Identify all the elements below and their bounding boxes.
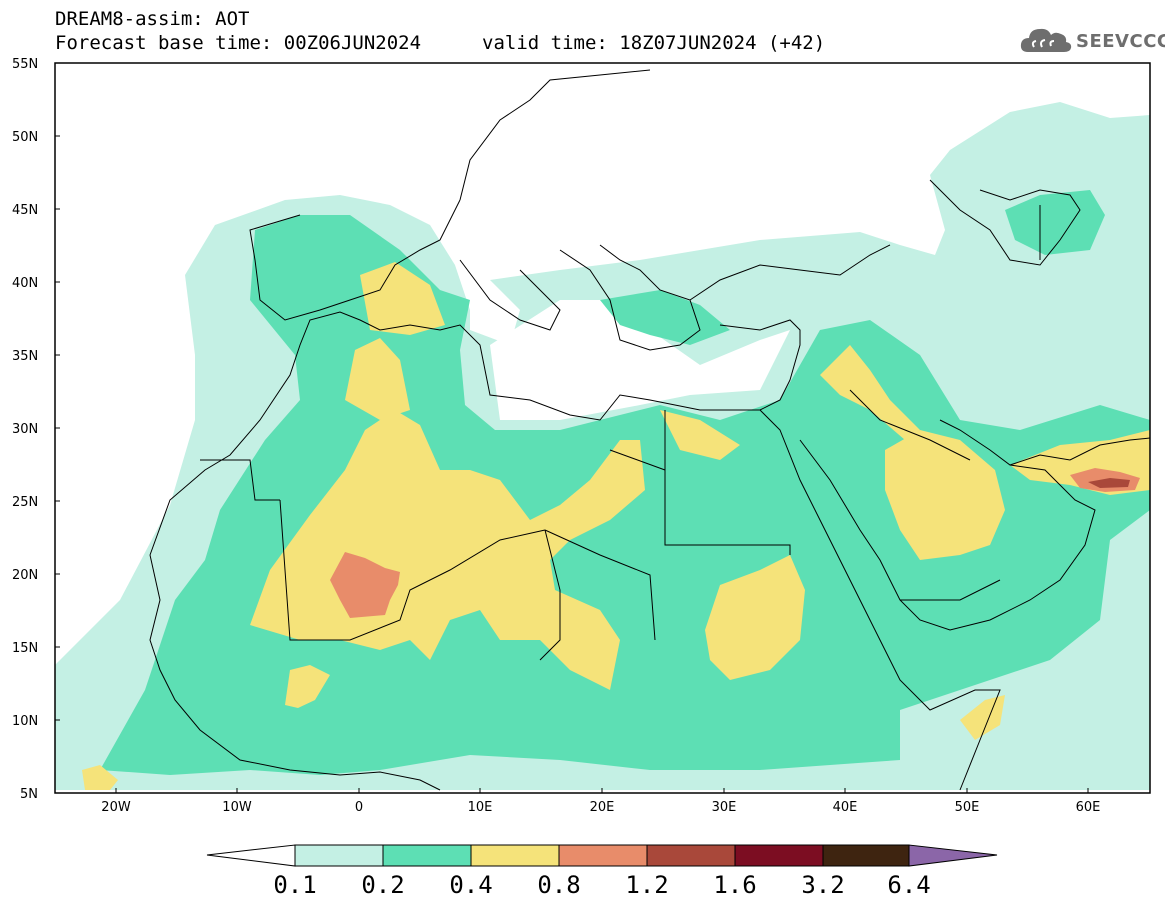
aot-region-high-sudan	[705, 555, 805, 680]
cloud-icon	[1020, 28, 1072, 52]
colorbar-bin	[294, 844, 384, 867]
colorbar: 0.1 0.2 0.4 0.8 1.2 1.6 3.2 6.4	[206, 844, 998, 899]
aot-region-high	[250, 410, 645, 690]
lon-tick-label: 60E	[1076, 800, 1101, 815]
lon-tick-label: 0	[355, 800, 363, 815]
aot-region-high-iberia	[360, 262, 445, 335]
lon-axis: 20W 10W 0 10E 20E 30E 40E 50E 60E	[101, 788, 1100, 815]
lat-tick-label: 30N	[12, 422, 38, 437]
aot-region-clear	[490, 300, 790, 420]
lat-tick-label: 15N	[12, 641, 38, 656]
lon-tick-label: 30E	[712, 800, 737, 815]
lat-tick-label: 40N	[12, 276, 38, 291]
lon-tick-label: 10E	[468, 800, 493, 815]
lat-tick-label: 10N	[12, 714, 38, 729]
aot-region-extreme-iran	[1088, 478, 1130, 488]
lat-tick-label: 25N	[12, 495, 38, 510]
lat-tick-label: 35N	[12, 349, 38, 364]
colorbar-bin	[558, 844, 648, 867]
aot-region-medium-caspian	[1005, 190, 1105, 255]
colorbar-label: 3.2	[801, 871, 844, 899]
colorbar-label: 1.6	[713, 871, 756, 899]
colorbar-arrow-left	[206, 844, 296, 867]
lat-tick-label: 45N	[12, 203, 38, 218]
lon-tick-label: 10W	[222, 800, 252, 815]
lat-tick-label: 5N	[20, 787, 38, 802]
aot-region-medium-greece	[600, 290, 730, 345]
lon-tick-label: 20E	[590, 800, 615, 815]
colorbar-bin	[382, 844, 472, 867]
colorbar-bin	[646, 844, 736, 867]
aot-region-high-gulf	[82, 765, 118, 790]
lon-tick-label: 40E	[833, 800, 858, 815]
colorbar-bin	[734, 844, 824, 867]
aot-region-high-libya	[660, 410, 740, 460]
colorbar-bin	[822, 844, 910, 867]
lat-axis: 55N 50N 45N 40N 35N 30N 25N 20N 15N 10N …	[12, 57, 60, 802]
colorbar-label: 1.2	[625, 871, 668, 899]
colorbar-label: 0.4	[449, 871, 492, 899]
lat-tick-label: 50N	[12, 130, 38, 145]
forecast-base-time: Forecast base time: 00Z06JUN2024	[55, 32, 422, 54]
colorbar-label: 0.1	[273, 871, 316, 899]
aot-region-high-arabia	[885, 430, 1005, 560]
valid-time: valid time: 18Z07JUN2024 (+42)	[482, 32, 826, 54]
lat-tick-label: 20N	[12, 568, 38, 583]
lon-tick-label: 50E	[955, 800, 980, 815]
colorbar-arrow-right	[908, 844, 998, 867]
colorbar-label: 0.8	[537, 871, 580, 899]
colorbar-bin	[470, 844, 560, 867]
aot-region-high-atlas	[345, 338, 410, 420]
aot-region-high-iraq	[820, 345, 920, 440]
map-title: DREAM8-assim: AOT	[55, 8, 250, 30]
colorbar-label: 6.4	[887, 871, 930, 899]
colorbar-label: 0.2	[361, 871, 404, 899]
aot-region-veryhigh	[330, 552, 400, 618]
coastlines	[149, 69, 1150, 791]
lon-tick-label: 20W	[101, 800, 131, 815]
aot-region-high-nigeria	[285, 665, 330, 708]
seevccc-logo: SEEVCCC	[1018, 22, 1165, 58]
logo-text: SEEVCCC	[1076, 31, 1165, 52]
lat-tick-label: 55N	[12, 57, 38, 72]
